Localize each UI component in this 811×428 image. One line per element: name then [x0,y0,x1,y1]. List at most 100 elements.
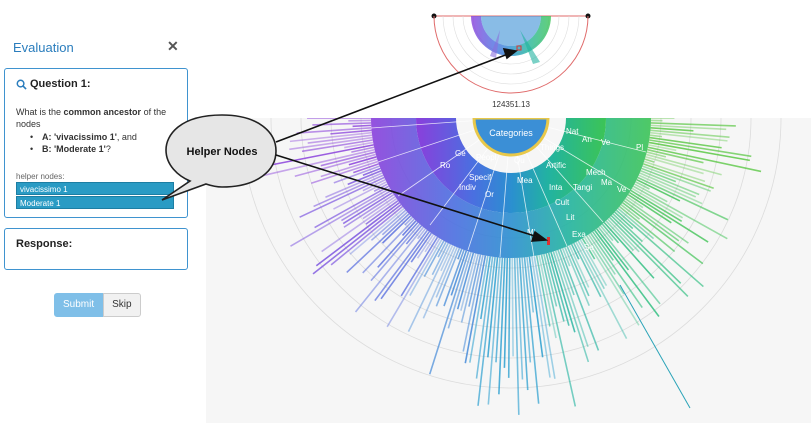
sunburst-ray [540,254,577,407]
sunburst-ray [615,209,704,288]
sunburst-ray [626,196,644,209]
ring-level-2[interactable] [371,118,651,258]
sunburst-ray [381,215,412,244]
helper-node-item[interactable]: vivacissimo 1 [16,182,174,195]
sunburst-ray [422,245,456,319]
helper-node-item[interactable]: Moderate 1 [16,196,174,209]
mini-overview[interactable] [431,0,591,94]
close-icon[interactable]: ✕ [167,38,179,54]
sunburst-ray [610,215,682,284]
question-node-list: A: 'vivacissimo 1', and B: 'Moderate 1'? [30,131,137,155]
sunburst-ray [409,239,443,296]
segment-label: Or [485,190,494,199]
sunburst-ray [400,236,439,297]
sunburst-ray [531,256,551,378]
sunburst-ray [550,251,576,333]
sunburst-ray [352,124,372,128]
sunburst-ray [460,253,479,323]
sunburst-ray [612,213,643,243]
sunburst-ray [608,216,689,297]
sunburst-ray [638,174,703,205]
sunburst-ray [650,129,730,139]
long-branch [619,284,691,409]
sunburst-ray [469,255,489,363]
sunburst-ray [579,239,608,287]
segment-label: Exa [572,230,586,239]
segment-label: Mech [586,168,606,177]
panel-title: Evaluation [13,40,74,55]
callout-arrows [275,47,549,242]
helper-nodes-callout: Helper Nodes [161,114,277,201]
sunburst-ray [630,189,683,222]
sunburst-ray [587,234,616,275]
segment-label: Ge [455,149,466,158]
ring-level-1[interactable] [416,118,606,213]
skip-button[interactable]: Skip [103,293,141,317]
segment-label: Inta [549,183,563,192]
sunburst-ray [435,246,458,298]
sunburst-ray [518,257,529,391]
sunburst-center[interactable] [472,118,550,157]
sunburst-ray [348,156,377,166]
sunburst-ray [431,242,449,276]
sunburst-ray [603,221,655,279]
segment-label: Ro [440,161,451,170]
sunburst-ray [380,231,430,300]
question-text: What is the common ancestor of the nodes [16,107,167,129]
segment-label: Cult [555,198,570,207]
sunburst-ray [581,238,596,260]
sunburst-ray [456,252,475,310]
sunburst-ray [636,178,681,202]
sunburst-ray [547,252,570,326]
submit-button[interactable]: Submit [54,293,104,317]
sunburst-ray [423,240,445,277]
sunburst-ray [503,257,509,368]
sunburst-ray [370,209,407,241]
sunburst-ray [362,218,415,274]
sunburst-ray [635,181,650,190]
sunburst-ray [528,256,544,358]
segment-label: Ve [617,185,627,194]
sunburst-ray [545,253,565,322]
sunburst-ray [377,221,419,268]
segment-label: Nat [566,127,579,136]
sunburst-ray [447,251,472,329]
sunburst-ray [513,257,520,415]
sunburst-ray [354,226,425,313]
sunburst-ray [637,176,729,221]
mini-value-label: 124351.13 [492,100,530,109]
sunburst-ray [645,153,722,176]
sunburst-ray [290,187,391,247]
sunburst-ray [585,235,625,295]
sunburst-ray [424,235,437,253]
sunburst-ray [435,247,461,307]
sunburst-ray [312,203,402,275]
sunburst-ray [321,198,398,253]
sunburst-ray [386,238,441,328]
question-card: Question 1: What is the common ancestor … [4,68,188,218]
sunburst-ray [624,198,689,244]
sunburst-ray [577,240,606,290]
sunburst-chart[interactable]: Categories Peopl Qu Things Nat Ge Specif… [240,0,782,415]
sunburst-ray [457,248,463,260]
question-heading: Question 1: [16,78,91,90]
sunburst-ray [639,172,697,198]
callout-text: Helper Nodes [187,146,258,158]
sunburst-ray [649,139,752,158]
sunburst-ray [289,136,373,151]
sunburst-ray [623,200,680,242]
sunburst-ray [407,243,452,332]
sunburst-ray [460,253,477,311]
sunburst-ray [648,141,750,162]
sunburst-ray [404,216,414,226]
sunburst-ray [618,205,676,253]
highlight-node[interactable] [547,237,550,245]
action-buttons: Submit Skip [54,293,141,317]
segment-label: Ve [601,138,611,147]
sunburst-ray [597,226,661,305]
sunburst-ray [289,131,372,143]
sunburst-ray [353,163,379,174]
sunburst-ray [313,174,384,208]
sunburst-ray [294,153,377,178]
